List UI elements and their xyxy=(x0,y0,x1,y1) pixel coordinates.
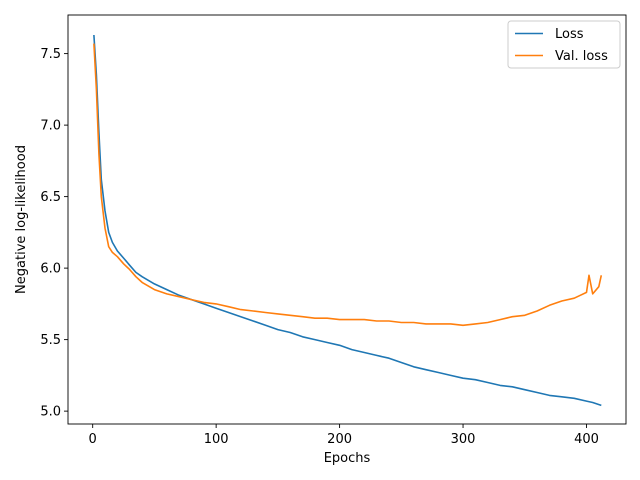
y-axis-label: Negative log-likelihood xyxy=(14,145,29,294)
x-axis-ticks: 0 100 200 300 400 xyxy=(89,424,599,447)
x-tick-label: 300 xyxy=(451,432,476,447)
legend-label-loss: Loss xyxy=(555,27,584,42)
x-tick-label: 200 xyxy=(327,432,352,447)
x-axis-label: Epochs xyxy=(324,451,371,466)
y-tick-label: 6.0 xyxy=(40,262,61,277)
y-axis-ticks: 5.0 5.5 6.0 6.5 7.0 7.5 xyxy=(40,47,68,420)
series-line-val-loss xyxy=(93,43,603,327)
plot-area xyxy=(68,15,626,424)
plot-frame xyxy=(67,14,627,425)
y-tick-label: 5.5 xyxy=(40,333,61,348)
x-tick-label: 0 xyxy=(89,432,97,447)
y-tick-label: 7.0 xyxy=(40,119,61,134)
y-tick-label: 7.5 xyxy=(40,47,61,62)
y-tick-label: 5.0 xyxy=(40,405,61,420)
x-tick-label: 100 xyxy=(204,432,229,447)
x-tick-label: 400 xyxy=(574,432,599,447)
series-line-loss xyxy=(93,34,602,407)
legend-label-val-loss: Val. loss xyxy=(555,49,608,64)
y-tick-label: 6.5 xyxy=(40,190,61,205)
legend: Loss Val. loss xyxy=(507,20,621,69)
series-lines xyxy=(93,34,603,407)
